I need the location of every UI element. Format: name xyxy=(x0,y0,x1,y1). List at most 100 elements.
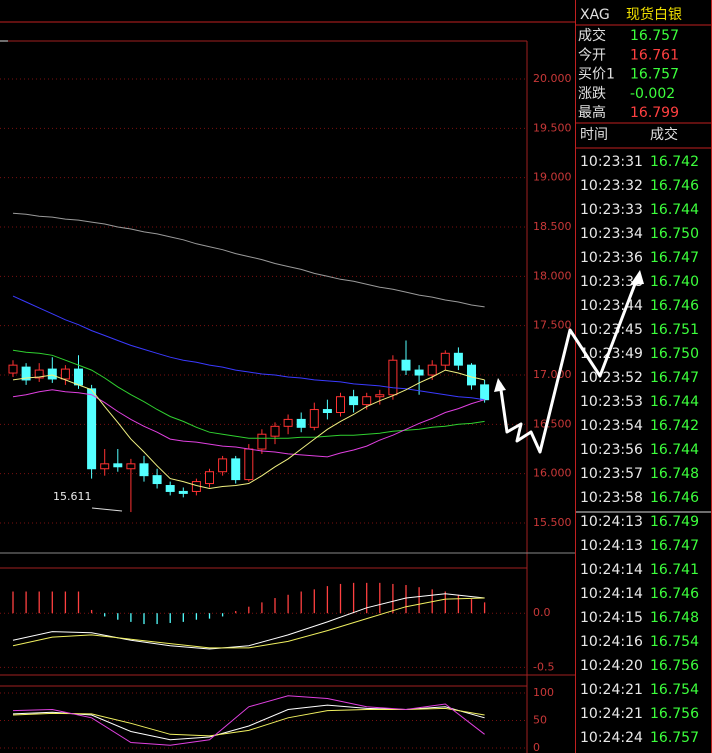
indicator-line xyxy=(12,349,485,439)
y-tick-label: 19.500 xyxy=(533,121,572,134)
trade-price: 16.747 xyxy=(650,370,699,386)
trade-time: 10:23:56 xyxy=(580,442,643,458)
candle-body xyxy=(467,364,476,386)
quote-label: 最高 xyxy=(578,104,606,121)
candle-body xyxy=(322,409,332,414)
y-tick-label: 18.500 xyxy=(533,220,572,233)
indicator-line xyxy=(12,593,485,650)
trade-time: 10:24:21 xyxy=(580,706,643,722)
column-header: 时间 xyxy=(580,127,608,143)
candle-body xyxy=(87,388,97,470)
y-tick-label: 17.500 xyxy=(533,319,572,332)
trade-time: 10:24:16 xyxy=(580,634,643,650)
candle-body xyxy=(283,418,293,427)
trade-time: 10:24:13 xyxy=(580,538,643,554)
candle-body xyxy=(270,425,280,437)
candle-body xyxy=(296,418,306,428)
trade-time: 10:23:38 xyxy=(580,274,643,290)
candle-body xyxy=(165,485,175,492)
column-header: 成交 xyxy=(650,126,678,143)
candle-body xyxy=(309,409,319,428)
candle-body xyxy=(231,458,241,481)
trade-price: 16.747 xyxy=(650,538,699,554)
candle-body xyxy=(113,463,123,468)
trade-price: 16.756 xyxy=(650,706,699,722)
annotation-line xyxy=(91,507,123,512)
y-tick-label: 50 xyxy=(533,714,547,727)
trade-price: 16.744 xyxy=(650,442,699,458)
y-tick-label: 15.500 xyxy=(533,516,572,529)
candle-body xyxy=(126,463,136,470)
trade-price: 16.746 xyxy=(650,178,699,194)
trade-price: 16.742 xyxy=(650,154,699,170)
trade-price: 16.751 xyxy=(650,322,699,338)
trade-time: 10:23:32 xyxy=(580,178,643,194)
y-tick-label: 19.000 xyxy=(533,171,572,184)
candle-body xyxy=(362,396,372,406)
trade-time: 10:24:21 xyxy=(580,682,643,698)
y-tick-label: -0.5 xyxy=(533,660,554,673)
trade-time: 10:24:13 xyxy=(580,514,643,530)
trade-time: 10:24:14 xyxy=(580,586,643,602)
quote-label: 买价1 xyxy=(578,67,615,83)
candle-body xyxy=(401,359,411,371)
y-tick-label: 16.500 xyxy=(533,417,572,430)
trade-time: 10:23:33 xyxy=(580,202,643,218)
candle-body xyxy=(440,352,450,366)
candle-body xyxy=(427,364,437,376)
candle-body xyxy=(47,368,57,380)
quote-value: -0.002 xyxy=(630,86,675,102)
trade-price: 16.757 xyxy=(650,730,699,746)
trade-price: 16.740 xyxy=(650,274,699,290)
candle-body xyxy=(100,463,110,470)
trade-price: 16.746 xyxy=(650,298,699,314)
indicator-line xyxy=(12,389,485,458)
quote-label: 成交 xyxy=(578,27,606,44)
y-tick-label: 0 xyxy=(533,741,540,753)
candle-body xyxy=(244,448,254,481)
drawn-arrow xyxy=(498,275,640,454)
indicator-line xyxy=(12,212,485,308)
candle-body xyxy=(414,369,424,376)
y-tick-label: 20.000 xyxy=(533,72,572,85)
trade-price: 16.747 xyxy=(650,250,699,266)
trade-price: 16.744 xyxy=(650,202,699,218)
quote-label: 涨跌 xyxy=(578,86,606,102)
candle-body xyxy=(74,368,83,386)
y-tick-label: 100 xyxy=(533,686,554,699)
trade-price: 16.749 xyxy=(650,514,699,530)
y-tick-label: 0.0 xyxy=(533,606,551,619)
low-annotation: 15.611 xyxy=(53,490,92,503)
candle-body xyxy=(8,364,18,374)
y-tick-label: 18.000 xyxy=(533,269,572,282)
trade-time: 10:23:58 xyxy=(580,490,643,506)
trade-price: 16.741 xyxy=(650,562,699,578)
indicator-line xyxy=(12,295,485,401)
trade-time: 10:23:31 xyxy=(580,154,643,170)
trade-price: 16.750 xyxy=(650,346,699,362)
trade-price: 16.742 xyxy=(650,418,699,434)
candle-body xyxy=(139,463,149,477)
trade-price: 16.750 xyxy=(650,226,699,242)
trade-price: 16.748 xyxy=(650,610,699,626)
candle-body xyxy=(388,359,398,396)
trade-price: 16.748 xyxy=(650,466,699,482)
indicator-line xyxy=(12,597,485,649)
candle-body xyxy=(218,458,228,473)
candle-body xyxy=(21,366,31,381)
trade-time: 10:23:57 xyxy=(580,466,643,482)
indicator-line xyxy=(12,369,485,490)
trade-time: 10:23:34 xyxy=(580,226,643,242)
candle-body xyxy=(257,433,267,450)
trade-price: 16.754 xyxy=(650,634,699,650)
quote-value: 16.761 xyxy=(630,47,679,63)
trade-time: 10:23:49 xyxy=(580,346,643,362)
y-tick-label: 17.000 xyxy=(533,368,572,381)
drawn-arrow xyxy=(494,378,506,392)
trade-time: 10:24:14 xyxy=(580,562,643,578)
y-tick-label: 16.000 xyxy=(533,467,572,480)
trade-time: 10:23:52 xyxy=(580,370,643,386)
